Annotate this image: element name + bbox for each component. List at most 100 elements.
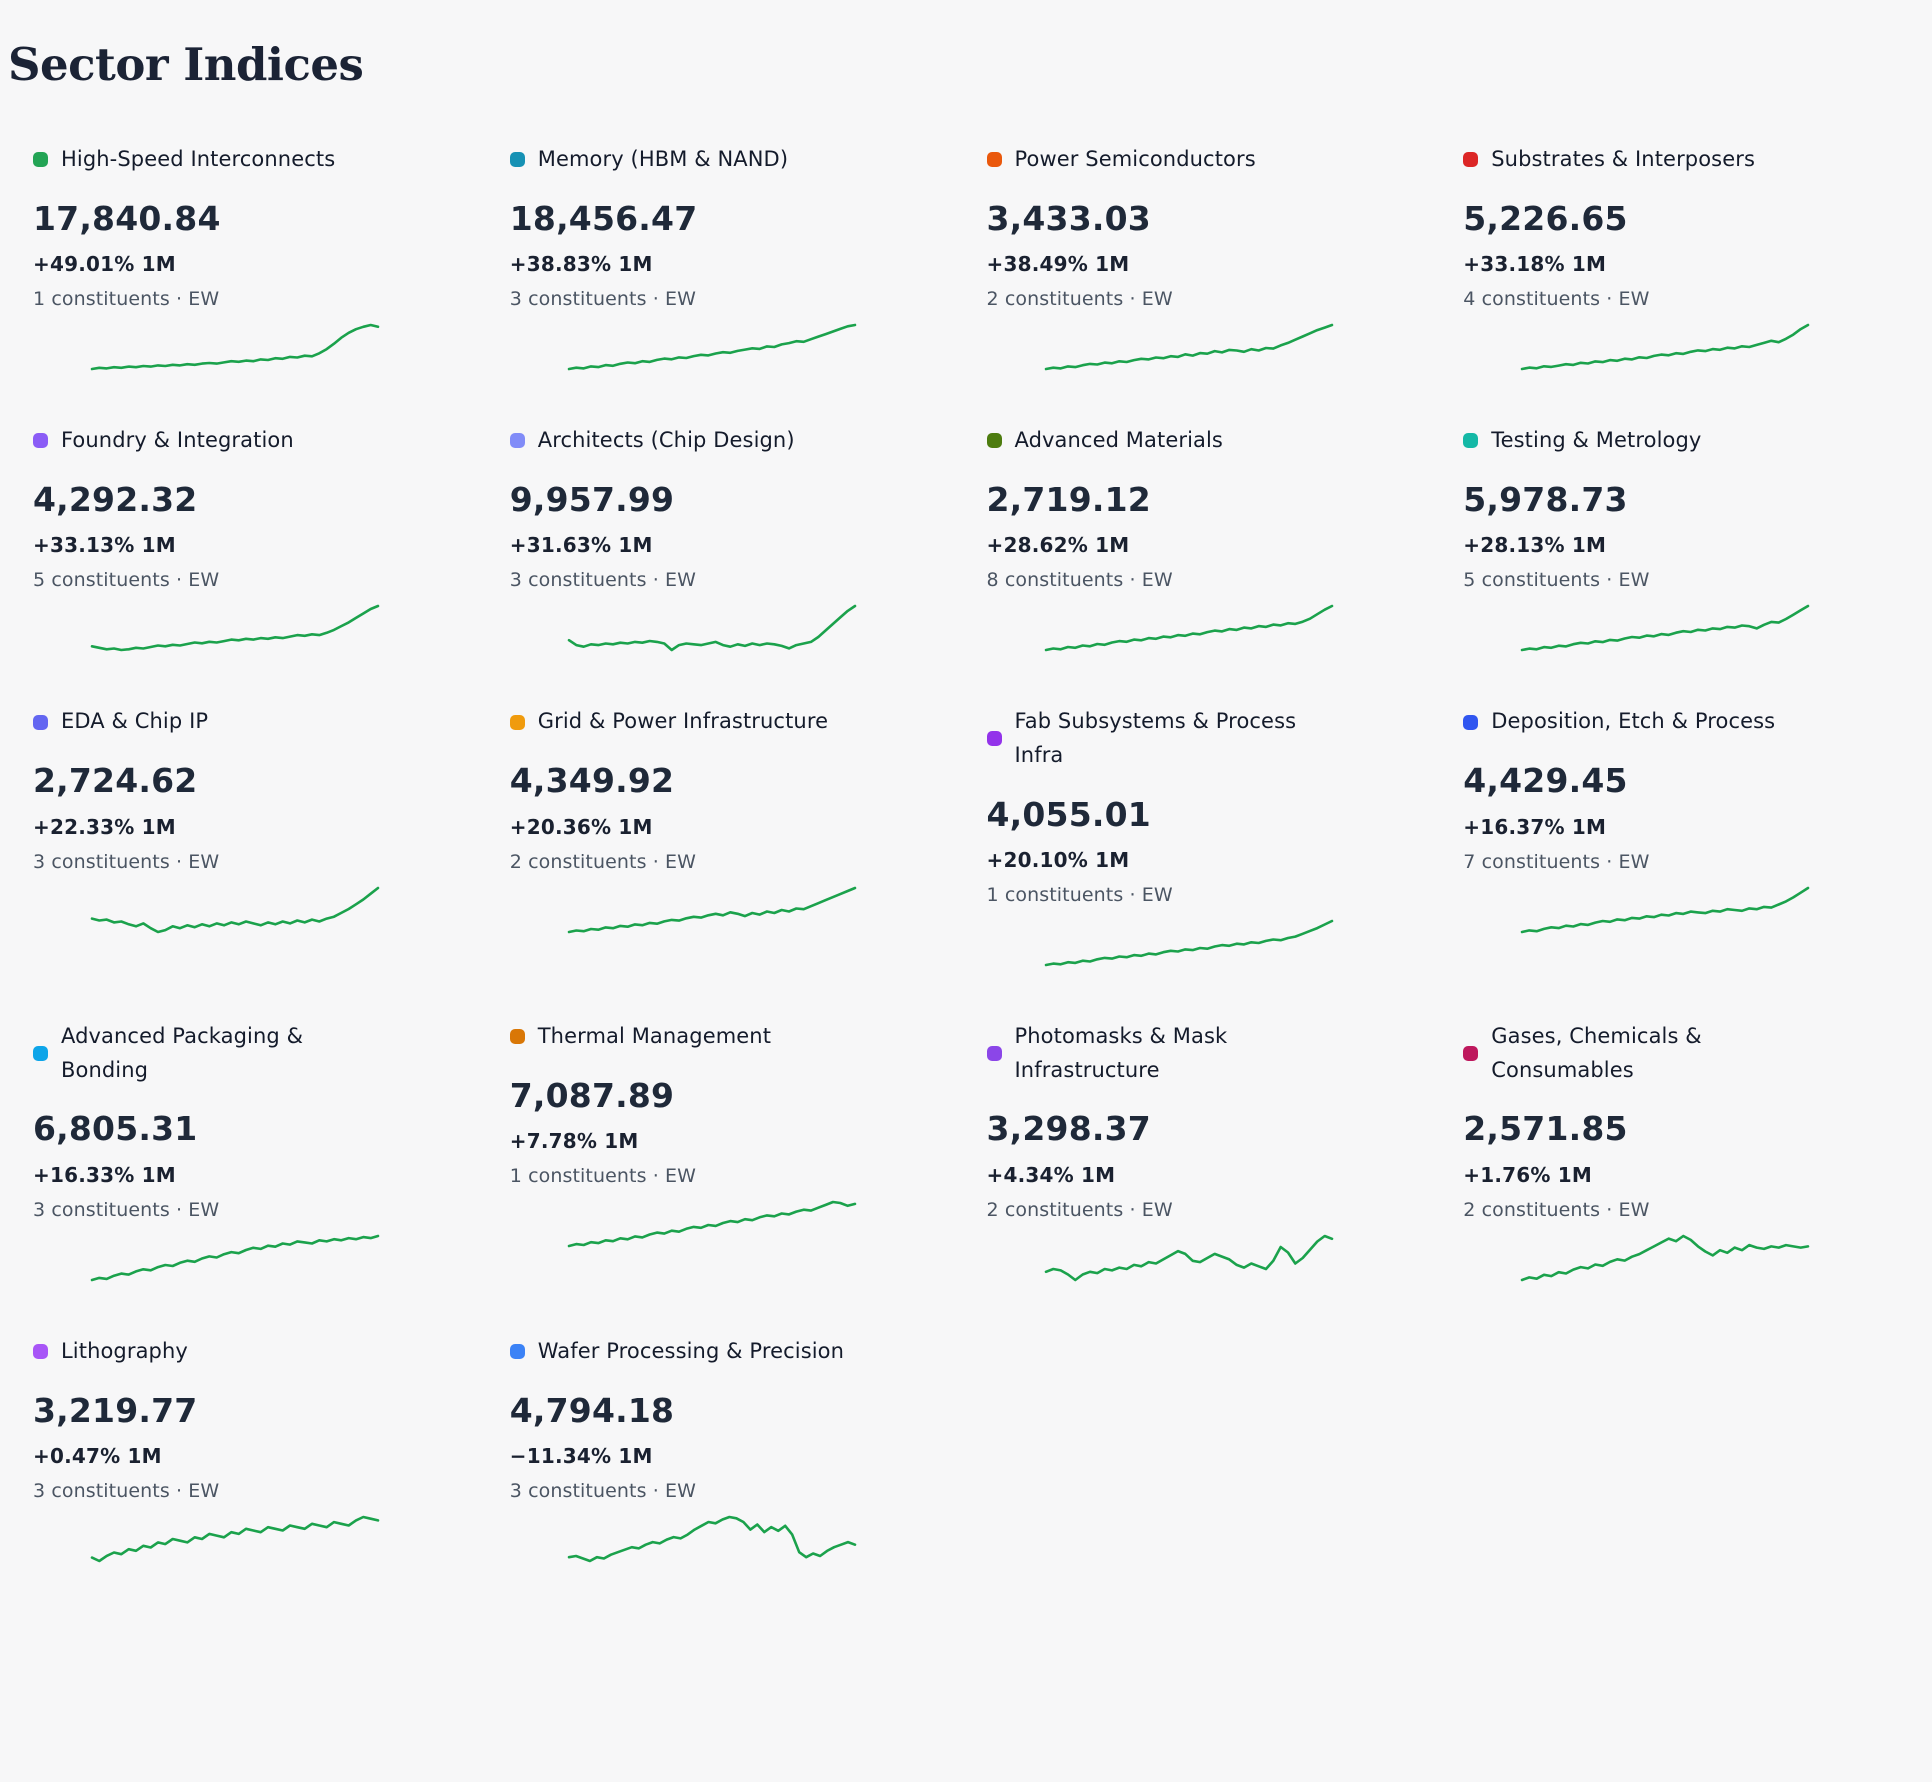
sector-constituents: 2 constituents · EW (509, 850, 696, 873)
sector-change: +16.37% 1M (1463, 814, 1607, 839)
sector-color-dot (33, 714, 48, 730)
sector-card[interactable]: Testing & Metrology 5,978.73 +28.13% 1M … (1463, 424, 1902, 653)
sector-color-dot (1463, 433, 1479, 449)
sector-card[interactable]: Wafer Processing & Precision 4,794.18 −1… (509, 1335, 949, 1564)
sector-value: 7,087.89 (509, 1075, 675, 1115)
sector-name: Power Semiconductors (1014, 147, 1256, 171)
sector-grid: High-Speed Interconnects 17,840.84 +49.0… (8, 143, 1912, 1564)
sector-card[interactable]: High-Speed Interconnects 17,840.84 +49.0… (33, 143, 472, 372)
sector-sparkline (566, 322, 858, 372)
sector-color-dot (1463, 1046, 1479, 1062)
sector-name: Advanced Packaging & Bonding (61, 1024, 304, 1082)
sector-name: EDA & Chip IP (61, 709, 209, 734)
sector-label-row: High-Speed Interconnects (33, 143, 472, 177)
sector-color-dot (33, 1344, 48, 1360)
sector-card[interactable]: Photomasks & Mask Infrastructure 3,298.3… (986, 1020, 1426, 1283)
sector-value: 4,349.92 (509, 760, 675, 800)
sector-name: Thermal Management (537, 1024, 772, 1049)
sector-label-row: Architects (Chip Design) (509, 424, 949, 458)
sector-constituents: 3 constituents · EW (509, 569, 696, 592)
sector-color-dot (33, 1046, 48, 1062)
sector-change: +1.76% 1M (1463, 1162, 1592, 1187)
sector-change: +16.33% 1M (33, 1162, 176, 1187)
sector-card[interactable]: Deposition, Etch & Process 4,429.45 +16.… (1463, 705, 1902, 968)
sector-label-row: Lithography (33, 1335, 472, 1369)
sector-color-dot (509, 1029, 525, 1045)
sector-value: 5,978.73 (1463, 479, 1628, 519)
sector-change: +38.83% 1M (509, 252, 653, 277)
sector-constituents: 1 constituents · EW (509, 1165, 696, 1188)
sector-constituents: 3 constituents · EW (509, 1480, 696, 1503)
sector-sparkline (1043, 322, 1335, 372)
sector-change: +33.18% 1M (1463, 252, 1607, 277)
sector-value: 17,840.84 (33, 198, 221, 238)
sector-change: +49.01% 1M (33, 252, 176, 277)
sector-label-row: Fab Subsystems & Process Infra (986, 705, 1426, 772)
sector-color-dot (1463, 152, 1479, 168)
sector-sparkline (89, 322, 381, 372)
sector-card[interactable]: Grid & Power Infrastructure 4,349.92 +20… (509, 705, 949, 968)
sector-value: 4,794.18 (509, 1390, 675, 1430)
sector-sparkline (89, 1514, 381, 1564)
sector-card[interactable]: Lithography 3,219.77 +0.47% 1M 3 constit… (33, 1335, 472, 1564)
sector-color-dot (509, 714, 525, 730)
sector-label-row: Foundry & Integration (33, 424, 472, 458)
sector-value: 18,456.47 (509, 198, 698, 238)
sector-color-dot (509, 433, 525, 449)
sector-name: Foundry & Integration (61, 428, 294, 453)
sector-constituents: 3 constituents · EW (33, 1198, 220, 1221)
sector-color-dot (986, 433, 1002, 449)
sector-sparkline (1519, 603, 1811, 653)
sector-color-dot (33, 152, 48, 168)
sector-name: Architects (Chip Design) (537, 428, 795, 453)
sector-card[interactable]: Gases, Chemicals & Consumables 2,571.85 … (1463, 1020, 1902, 1283)
sector-card[interactable]: Architects (Chip Design) 9,957.99 +31.63… (509, 424, 949, 653)
sector-sparkline (89, 885, 381, 935)
sector-color-dot (986, 1046, 1002, 1062)
sector-change: +31.63% 1M (509, 533, 653, 558)
sector-sparkline (1519, 322, 1811, 372)
sector-label-row: Power Semiconductors (986, 143, 1426, 177)
sector-change: +0.47% 1M (33, 1444, 162, 1469)
sector-card[interactable]: EDA & Chip IP 2,724.62 +22.33% 1M 3 cons… (33, 705, 472, 968)
sector-value: 3,219.77 (33, 1390, 198, 1430)
sector-card[interactable]: Thermal Management 7,087.89 +7.78% 1M 1 … (509, 1020, 949, 1283)
sector-constituents: 2 constituents · EW (1463, 1198, 1650, 1221)
sector-card[interactable]: Advanced Packaging & Bonding 6,805.31 +1… (33, 1020, 472, 1283)
sector-change: +7.78% 1M (509, 1129, 639, 1154)
sector-sparkline (89, 1233, 381, 1283)
sector-change: −11.34% 1M (509, 1444, 653, 1469)
sector-sparkline (1043, 1233, 1335, 1283)
sector-label-row: Deposition, Etch & Process (1463, 705, 1902, 739)
sector-value: 4,292.32 (33, 479, 198, 519)
sector-card[interactable]: Memory (HBM & NAND) 18,456.47 +38.83% 1M… (509, 143, 949, 372)
sector-constituents: 2 constituents · EW (986, 288, 1173, 311)
sector-value: 5,226.65 (1463, 198, 1628, 238)
sector-constituents: 2 constituents · EW (986, 1198, 1173, 1221)
sector-constituents: 5 constituents · EW (33, 569, 220, 592)
sector-name: Deposition, Etch & Process (1491, 709, 1776, 734)
sector-constituents: 3 constituents · EW (33, 850, 220, 873)
sector-sparkline (1519, 1233, 1811, 1283)
sector-constituents: 3 constituents · EW (509, 288, 696, 311)
sector-card[interactable]: Substrates & Interposers 5,226.65 +33.18… (1463, 143, 1902, 372)
sector-sparkline (566, 1199, 858, 1249)
sector-card[interactable]: Advanced Materials 2,719.12 +28.62% 1M 8… (986, 424, 1426, 653)
sector-color-dot (33, 433, 48, 449)
sector-sparkline (1043, 918, 1335, 968)
sector-label-row: EDA & Chip IP (33, 705, 472, 739)
sector-color-dot (509, 152, 525, 168)
sector-card[interactable]: Fab Subsystems & Process Infra 4,055.01 … (986, 705, 1426, 968)
sector-card[interactable]: Power Semiconductors 3,433.03 +38.49% 1M… (986, 143, 1426, 372)
page-title: Sector Indices (8, 38, 364, 91)
sector-change: +4.34% 1M (986, 1162, 1116, 1187)
sector-label-row: Advanced Packaging & Bonding (33, 1020, 472, 1087)
sector-name: Lithography (61, 1338, 188, 1363)
sector-card[interactable]: Foundry & Integration 4,292.32 +33.13% 1… (33, 424, 472, 653)
sector-constituents: 5 constituents · EW (1463, 569, 1650, 592)
sector-change: +22.33% 1M (33, 814, 176, 839)
sector-value: 2,571.85 (1463, 1109, 1628, 1149)
sector-color-dot (1463, 714, 1479, 730)
sector-constituents: 7 constituents · EW (1463, 850, 1650, 873)
sector-change: +28.62% 1M (986, 533, 1130, 558)
